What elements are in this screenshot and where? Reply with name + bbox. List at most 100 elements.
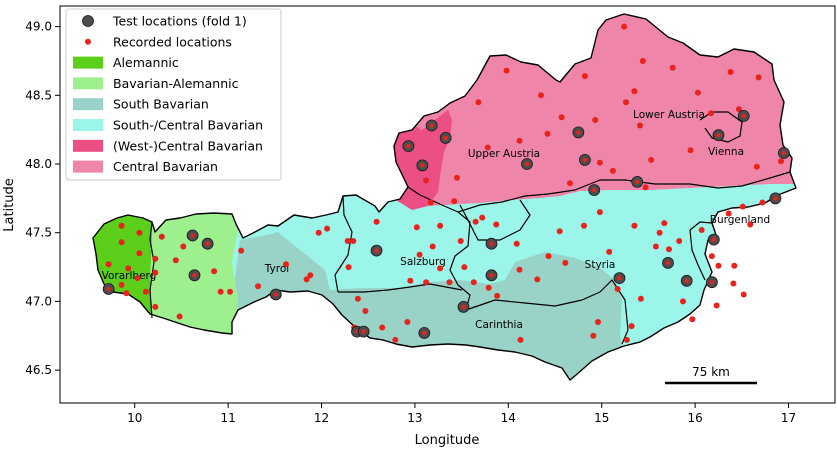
recorded-location-point — [534, 276, 541, 283]
recorded-location-point — [596, 159, 603, 166]
recorded-location-point — [730, 280, 737, 287]
region-label: Styria — [585, 259, 616, 271]
recorded-location-point — [437, 265, 444, 272]
y-axis-label: Latitude — [2, 178, 17, 232]
recorded-location-point — [694, 89, 701, 96]
recorded-location-point — [423, 177, 430, 184]
recorded-location-point — [731, 262, 738, 269]
recorded-location-point — [680, 298, 686, 305]
test-location-inner-dot — [489, 273, 494, 278]
recorded-location-point — [759, 199, 766, 206]
recorded-location-point — [639, 58, 646, 64]
scale-bar-label: 75 km — [692, 365, 730, 379]
recorded-location-point — [354, 295, 361, 302]
recorded-location-point — [708, 110, 714, 117]
region-label: Vorarlberg — [102, 270, 157, 282]
recorded-location-point — [755, 74, 762, 81]
legend-patch — [73, 77, 103, 90]
recorded-location-point — [427, 199, 434, 206]
legend-patch — [73, 56, 103, 69]
recorded-location-point — [227, 288, 233, 295]
test-location-inner-dot — [524, 161, 530, 167]
recorded-location-point — [715, 262, 722, 269]
recorded-location-point — [590, 332, 597, 339]
recorded-location-point — [687, 147, 694, 154]
legend-patch — [73, 119, 103, 131]
recorded-location-point — [475, 99, 482, 106]
legend-box — [65, 8, 282, 181]
recorded-location-point — [516, 266, 523, 273]
recorded-location-point — [676, 238, 683, 244]
x-axis-ticks: 10 11 12 13 14 15 16 17 — [127, 403, 796, 425]
test-location-inner-dot — [582, 157, 588, 163]
recorded-location-point — [118, 281, 125, 288]
legend-label: South Bavarian — [113, 97, 209, 112]
recorded-location-point — [631, 222, 638, 229]
region-label: Salzburg — [400, 256, 446, 268]
recorded-location-point — [689, 316, 696, 323]
test-location-inner-dot — [106, 286, 111, 292]
state-border-9 — [459, 199, 531, 241]
recorded-location-point — [485, 284, 492, 291]
recorded-location-point — [180, 243, 187, 250]
recorded-location-point — [307, 272, 314, 279]
x-tick-label: 10 — [127, 411, 142, 425]
recorded-location-point — [176, 313, 183, 320]
test-location-inner-dot — [422, 330, 427, 336]
recorded-location-point — [350, 238, 357, 244]
recorded-location-point — [324, 225, 331, 232]
recorded-location-point — [423, 279, 430, 286]
recorded-location-point — [362, 308, 369, 314]
recorded-location-point — [211, 268, 218, 275]
recorded-location-point — [125, 265, 132, 272]
state-border-1 — [334, 195, 353, 293]
legend-label: South-/Central Bavarian — [113, 118, 263, 133]
recorded-location-point — [753, 163, 760, 170]
recorded-location-point — [556, 228, 563, 235]
recorded-location-point — [656, 229, 663, 236]
recorded-location-point — [545, 253, 552, 260]
recorded-location-point — [283, 261, 289, 268]
recorded-location-point — [637, 295, 644, 302]
test-location-inner-dot — [716, 133, 721, 138]
recorded-location-point — [136, 250, 143, 257]
recorded-location-point — [544, 130, 551, 137]
state-borders — [92, 13, 797, 381]
test-location-inner-dot — [374, 248, 379, 253]
legend-label: Test locations (fold 1) — [112, 14, 247, 29]
region-label: Carinthia — [475, 319, 523, 331]
x-axis-label: Longitude — [415, 433, 480, 448]
test-location-inner-dot — [684, 278, 689, 283]
test-location-inner-dot — [406, 143, 411, 149]
legend-label: (West-)Central Bavarian — [113, 138, 263, 153]
recorded-location-point — [484, 144, 491, 151]
recorded-location-point — [708, 253, 715, 260]
recorded-location-point — [118, 222, 125, 229]
legend-test-marker — [82, 15, 94, 27]
y-tick-label: 48.5 — [25, 88, 52, 102]
test-location-inner-dot — [205, 241, 210, 246]
recorded-location-point — [134, 275, 141, 282]
recorded-location-point — [461, 264, 468, 271]
recorded-location-point — [609, 167, 616, 174]
test-location-inner-dot — [665, 260, 671, 266]
legend-recorded-marker — [85, 38, 91, 45]
recorded-location-point — [513, 240, 520, 247]
recorded-location-point — [747, 221, 754, 228]
x-tick-label: 15 — [594, 411, 609, 425]
test-location-inner-dot — [489, 241, 494, 246]
recorded-location-point — [567, 180, 573, 187]
legend: Test locations (fold 1) Recorded location… — [65, 8, 282, 181]
test-location-inner-dot — [576, 130, 581, 135]
recorded-location-point — [623, 336, 630, 343]
recorded-location-point — [736, 106, 742, 113]
test-location-inner-dot — [420, 163, 425, 168]
test-location-inner-dot — [635, 179, 640, 185]
test-location-inner-dot — [709, 280, 715, 285]
recorded-location-point — [642, 184, 649, 191]
test-location-inner-dot — [711, 237, 716, 242]
state-border-0 — [149, 221, 155, 319]
recorded-location-point — [596, 209, 603, 216]
y-tick-label: 47.5 — [25, 226, 52, 240]
recorded-location-point — [581, 73, 588, 80]
